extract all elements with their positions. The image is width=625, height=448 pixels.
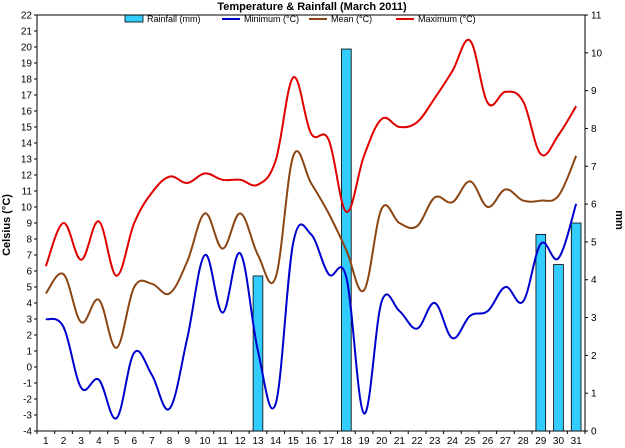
right-tick-label: 4 <box>591 275 597 286</box>
left-tick-label: 17 <box>21 91 33 102</box>
x-tick-label: 16 <box>305 436 317 447</box>
x-tick-label: 21 <box>394 436 406 447</box>
legend-label: Minimum (°C) <box>244 14 299 24</box>
x-tick-label: 19 <box>358 436 370 447</box>
x-tick-label: 24 <box>447 436 459 447</box>
left-tick-label: -3 <box>23 411 32 422</box>
left-tick-label: 15 <box>21 123 33 134</box>
legend-label: Maximum (°C) <box>418 14 476 24</box>
x-tick-label: 26 <box>482 436 494 447</box>
legend: Rainfall (mm) Minimum (°C) Mean (°C) Maximu… <box>124 14 476 24</box>
right-tick-label: 7 <box>591 162 597 173</box>
right-tick-label: 11 <box>591 11 602 22</box>
mean-line <box>45 150 578 349</box>
x-tick-label: 20 <box>376 436 388 447</box>
x-tick-label: 9 <box>184 436 190 447</box>
right-tick-label: 8 <box>591 124 597 135</box>
left-tick-label: 5 <box>26 283 32 294</box>
left-tick-label: 7 <box>26 251 32 262</box>
x-tick-label: 6 <box>131 436 137 447</box>
x-tick-label: 10 <box>199 436 211 447</box>
rainfall-bar <box>553 264 564 432</box>
x-tick-label: 27 <box>500 436 512 447</box>
x-tick-label: 7 <box>149 436 155 447</box>
x-tick-label: 22 <box>412 436 424 447</box>
left-tick-label: 3 <box>26 315 32 326</box>
right-tick-label: 9 <box>591 86 597 97</box>
left-tick-label: 12 <box>21 171 33 182</box>
left-tick-label: 11 <box>22 187 33 198</box>
x-tick-label: 15 <box>288 436 300 447</box>
right-tick-label: 1 <box>591 389 597 400</box>
x-tick-label: 14 <box>270 436 282 447</box>
left-tick-label: 16 <box>21 107 33 118</box>
x-tick-label: 17 <box>323 436 335 447</box>
temperature-lines <box>44 38 578 420</box>
x-tick-label: 8 <box>167 436 173 447</box>
left-tick-label: -4 <box>23 427 32 438</box>
left-tick-label: 8 <box>26 235 32 246</box>
legend-label: Mean (°C) <box>331 14 372 24</box>
minimum-line <box>45 203 578 420</box>
left-tick-label: 4 <box>26 299 32 310</box>
left-tick-label: -1 <box>23 379 32 390</box>
x-tick-label: 3 <box>78 436 84 447</box>
left-tick-label: 13 <box>21 155 33 166</box>
x-tick-label: 11 <box>217 436 228 447</box>
right-tick-label: 5 <box>591 237 597 248</box>
left-tick-label: 0 <box>26 363 32 374</box>
right-tick-label: 10 <box>591 48 603 59</box>
left-tick-label: 20 <box>21 43 33 54</box>
left-tick-label: 21 <box>21 27 33 38</box>
left-axis-label: Celsius (°C) <box>1 194 13 256</box>
left-tick-label: 1 <box>26 347 32 358</box>
left-tick-label: 2 <box>26 331 32 342</box>
right-axis-label: mm <box>613 210 625 230</box>
x-tick-label: 31 <box>571 436 583 447</box>
left-axis: -4-3-2-101234567891011121314151617181920… <box>21 11 37 438</box>
right-tick-label: 3 <box>591 313 597 324</box>
x-tick-label: 13 <box>252 436 264 447</box>
right-axis: 0 1 2 3 4 5 6 7 8 9 10 11 <box>585 11 603 438</box>
x-tick-label: 5 <box>114 436 120 447</box>
right-tick-label: 6 <box>591 200 597 211</box>
x-tick-label: 25 <box>465 436 477 447</box>
legend-label: Rainfall (mm) <box>147 14 201 24</box>
maximum-line <box>44 38 578 277</box>
right-tick-label: 0 <box>591 427 597 438</box>
x-tick-label: 28 <box>518 436 530 447</box>
rainfall-bar <box>570 222 582 432</box>
left-tick-label: 10 <box>21 203 33 214</box>
left-tick-label: 19 <box>21 59 33 70</box>
left-tick-label: 18 <box>21 75 33 86</box>
left-tick-label: -2 <box>23 395 32 406</box>
left-tick-label: 9 <box>26 219 32 230</box>
x-tick-label: 18 <box>341 436 353 447</box>
x-tick-label: 12 <box>235 436 247 447</box>
x-tick-label: 30 <box>553 436 565 447</box>
chart-title: Temperature & Rainfall (March 2011) <box>217 1 407 13</box>
rainfall-bar <box>341 48 352 432</box>
right-tick-label: 2 <box>591 351 597 362</box>
x-tick-label: 1 <box>43 436 49 447</box>
rainfall-bar <box>535 233 547 432</box>
x-tick-label: 4 <box>96 436 102 447</box>
x-tick-label: 29 <box>535 436 547 447</box>
x-tick-label: 23 <box>429 436 441 447</box>
legend-swatch-rainfall <box>124 14 144 23</box>
left-tick-label: 22 <box>21 11 33 22</box>
left-tick-label: 14 <box>21 139 33 150</box>
x-tick-label: 2 <box>61 436 67 447</box>
left-tick-label: 6 <box>26 267 32 278</box>
x-axis: 1 2 3 4 5 6 7 8 9 10 11 12 13 14 15 16 17 18 19 20 21 22 23 24 2… <box>36 431 586 447</box>
